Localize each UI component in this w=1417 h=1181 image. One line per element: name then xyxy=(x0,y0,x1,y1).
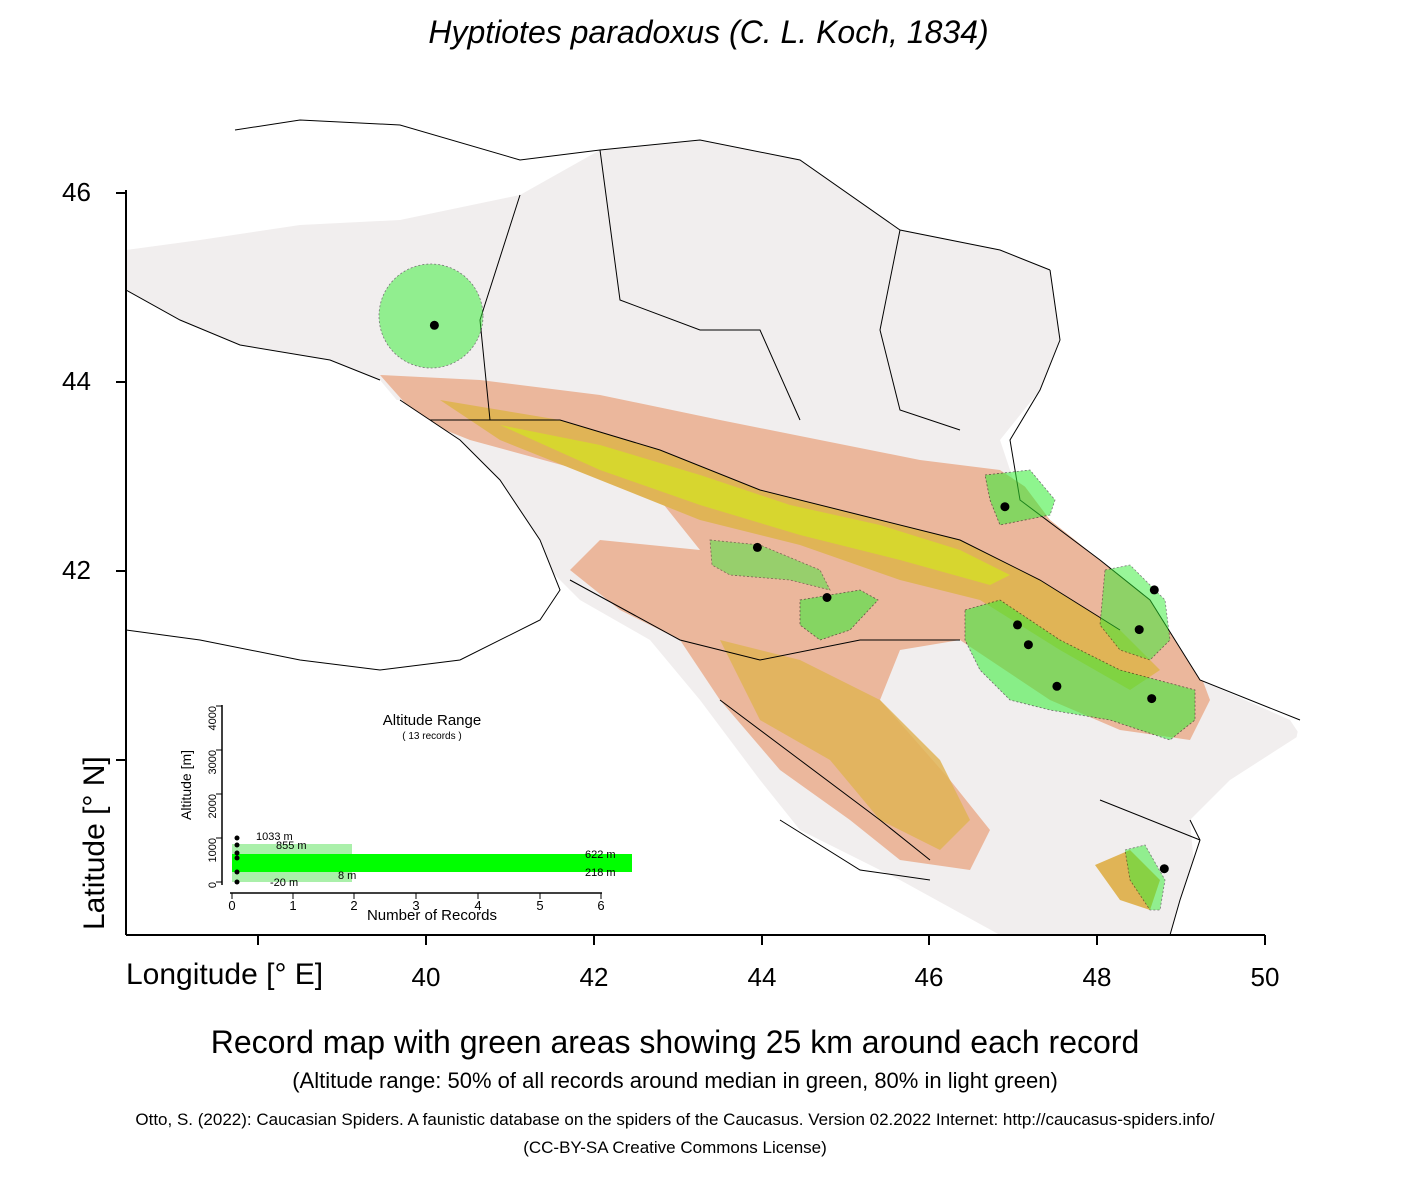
inset-xtick: 2 xyxy=(350,898,357,913)
record-point xyxy=(429,320,439,330)
altitude-inset: 0 1000 2000 3000 4000 0 1 2 3 4 5 6 Alti… xyxy=(172,695,642,930)
buffer-zones xyxy=(378,263,1196,911)
map-subcaption: (Altitude range: 50% of all records arou… xyxy=(292,1068,1058,1093)
inset-xlabel: Number of Records xyxy=(367,907,497,924)
inset-ytick: 3000 xyxy=(207,750,219,774)
label-max: 1033 m xyxy=(256,831,293,843)
record-point xyxy=(1149,585,1159,595)
caspian-sea xyxy=(1020,250,1417,935)
record-point xyxy=(1023,640,1033,650)
y-axis-label: Latitude [° N] xyxy=(78,756,111,930)
label-p25: 218 m xyxy=(585,867,616,879)
inset-xtick: 0 xyxy=(228,898,235,913)
label-p90: 855 m xyxy=(276,840,307,852)
x-tick-label: 42 xyxy=(579,962,609,992)
inset-subtitle: ( 13 records ) xyxy=(402,731,461,742)
license: (CC-BY-SA Creative Commons License) xyxy=(523,1138,827,1157)
inset-ytick: 1000 xyxy=(207,838,219,862)
inset-xtick: 1 xyxy=(289,898,296,913)
borders xyxy=(125,119,1301,936)
inset-ytick: 2000 xyxy=(207,794,219,818)
y-tick-label: 46 xyxy=(62,177,91,207)
inset-xtick: 5 xyxy=(536,898,543,913)
label-p75: 622 m xyxy=(585,849,616,861)
lesser-caucasus xyxy=(720,640,970,850)
inset-xtick: 6 xyxy=(597,898,604,913)
x-tick-label: 48 xyxy=(1082,962,1112,992)
map-title: Hyptiotes paradoxus (C. L. Koch, 1834) xyxy=(428,14,989,50)
record-points xyxy=(429,320,1169,874)
x-tick-label: 50 xyxy=(1250,962,1280,992)
label-p10: 8 m xyxy=(338,870,356,882)
inset-xtick: 4 xyxy=(474,898,481,913)
citation: Otto, S. (2022): Caucasian Spiders. A fa… xyxy=(135,1110,1215,1129)
x-tick-label: 40 xyxy=(411,962,441,992)
inset-ylabel: Altitude [m] xyxy=(178,750,194,820)
record-point xyxy=(752,542,762,552)
record-point xyxy=(1159,864,1169,874)
record-point xyxy=(1000,502,1010,512)
y-tick-label: 42 xyxy=(62,555,91,585)
inset-title: Altitude Range xyxy=(383,712,481,729)
record-point xyxy=(1147,694,1157,704)
record-point xyxy=(1013,620,1022,630)
black-sea xyxy=(126,400,560,670)
x-tick-label: 44 xyxy=(747,962,777,992)
map-caption: Record map with green areas showing 25 k… xyxy=(210,1024,1140,1060)
record-point xyxy=(1052,681,1062,691)
x-axis-label: Longitude [° E] xyxy=(126,958,324,991)
record-point xyxy=(822,593,832,602)
y-tick-label: 44 xyxy=(62,366,91,396)
high-peaks xyxy=(500,425,1010,585)
inset-xtick: 3 xyxy=(412,898,419,913)
axes xyxy=(116,190,1266,945)
inset-ytick: 4000 xyxy=(207,706,219,730)
label-min: -20 m xyxy=(270,877,298,889)
inset-ytick: 0 xyxy=(207,882,219,888)
x-tick-label: 46 xyxy=(914,962,944,992)
record-point xyxy=(1134,625,1144,635)
